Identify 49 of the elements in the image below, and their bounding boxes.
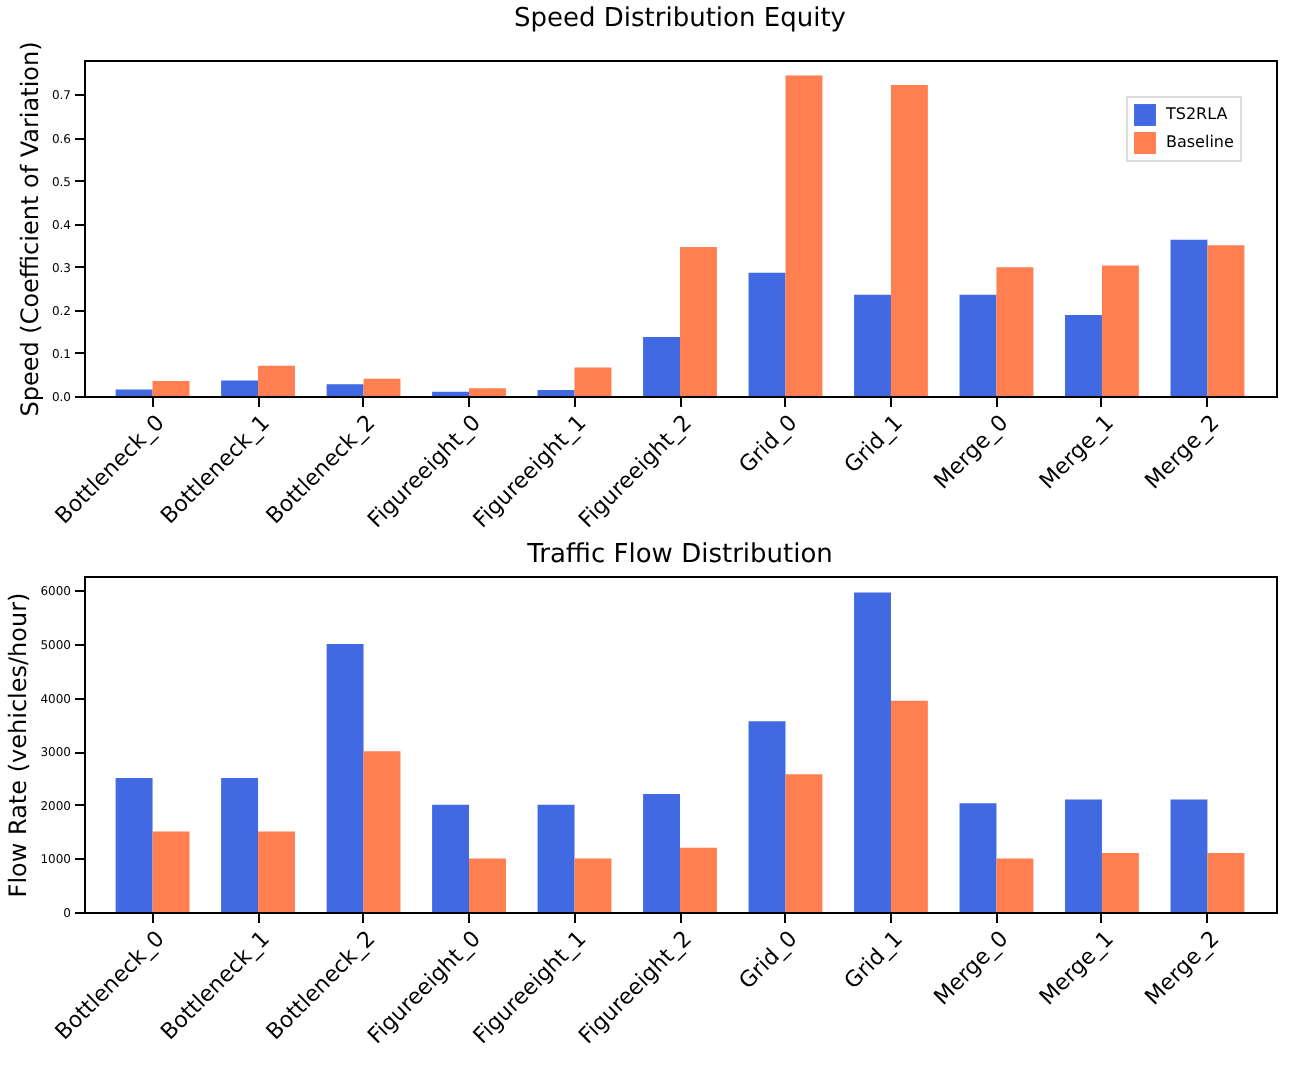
bar [890, 84, 928, 396]
bar [537, 804, 575, 912]
bar [469, 858, 506, 912]
bar [363, 378, 401, 396]
bar [680, 847, 717, 912]
bar [643, 794, 680, 912]
bar [1065, 799, 1102, 912]
bar [1101, 853, 1139, 912]
bar [785, 75, 823, 396]
bar [432, 804, 470, 912]
bar [221, 778, 259, 912]
bar [1101, 265, 1139, 396]
bar [574, 858, 612, 912]
bar [152, 831, 190, 912]
bar [996, 267, 1034, 396]
bar [115, 778, 153, 912]
chart-title: Speed Distribution Equity [514, 4, 847, 35]
bar [537, 389, 575, 396]
bar [258, 831, 295, 912]
bar [959, 803, 997, 912]
legend-label: Baseline [1166, 133, 1234, 151]
bar [363, 751, 401, 912]
bar [854, 592, 891, 912]
bar [1065, 315, 1102, 396]
bar [1207, 853, 1245, 912]
legend-label: TS2RLA [1164, 105, 1229, 123]
bar [1170, 239, 1208, 396]
bar [326, 644, 364, 912]
y-axis-title: Speed (Coefficient of Variation) [15, 41, 44, 417]
bar [469, 388, 506, 396]
bar [890, 700, 928, 912]
bar [996, 858, 1034, 912]
y-axis-title: Flow Rate (vehicles/hour) [4, 592, 33, 898]
bar [115, 389, 153, 396]
bar [643, 336, 680, 396]
bar [1207, 245, 1245, 396]
bar [221, 380, 259, 396]
bar [152, 380, 190, 396]
bar [326, 384, 364, 396]
bar [959, 294, 997, 396]
bar [1170, 799, 1208, 912]
bar [680, 246, 717, 396]
bar [748, 272, 786, 396]
chart-title: Traffic Flow Distribution [525, 540, 833, 570]
bar [748, 721, 786, 912]
bar [258, 365, 295, 396]
bar [854, 294, 891, 396]
bar [785, 774, 823, 912]
bar [574, 367, 612, 396]
